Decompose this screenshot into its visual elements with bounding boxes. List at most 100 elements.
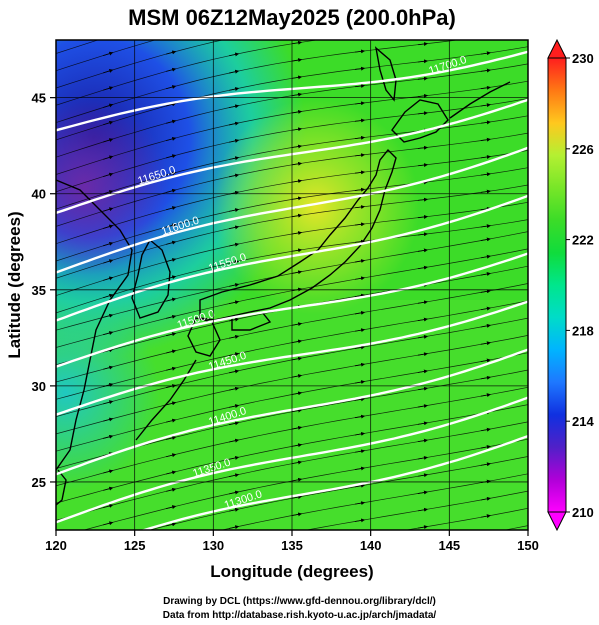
wind-arrow [103, 557, 112, 560]
wind-arrow [480, 120, 491, 125]
colorbar-extend-min [547, 511, 567, 532]
wind-arrow [103, 172, 114, 178]
wind-arrow [481, 35, 490, 36]
wind-arrow [291, 512, 303, 517]
wind-arrow [103, 574, 112, 577]
wind-arrow [417, 111, 428, 116]
wind-arrow [354, 170, 366, 175]
wind-arrow [480, 427, 491, 432]
y-tick-label: 45 [32, 91, 46, 106]
sakhalin-coast [374, 46, 397, 102]
y-axis: 25 30 35 40 45 [32, 91, 56, 490]
wind-arrow [480, 85, 491, 90]
y-tick-label: 25 [32, 475, 46, 490]
x-tick-label: 140 [360, 538, 382, 553]
wind-arrow [103, 469, 114, 474]
wind-arrow [480, 462, 491, 467]
wind-arrow [291, 127, 303, 132]
chart-title: MSM 06Z12May2025 (200.0hPa) [128, 5, 456, 30]
wind-arrow [354, 518, 366, 523]
ryukyu-islands [135, 359, 197, 441]
wind-arrow [103, 241, 114, 247]
wind-arrow [417, 369, 428, 374]
wind-arrow [417, 352, 428, 357]
wind-arrow [480, 237, 491, 242]
wind-arrow [417, 232, 428, 237]
wind-arrow [103, 224, 114, 229]
wind-arrow [228, 283, 240, 287]
wind-arrow [417, 490, 428, 495]
colorbar-label: 210 [572, 505, 594, 520]
wind-arrow [166, 206, 177, 211]
wind-arrow [228, 87, 240, 91]
wind-arrow [354, 49, 366, 54]
wind-arrow [291, 92, 303, 97]
coastlines [56, 46, 511, 506]
wind-arrow [103, 293, 114, 299]
wind-arrow [481, 1, 490, 2]
wind-arrow [354, 328, 366, 333]
wind-arrow [166, 154, 177, 159]
wind-arrow [103, 103, 114, 108]
wind-arrow [291, 248, 303, 253]
wind-arrow [103, 313, 114, 318]
wind-arrow [354, 362, 366, 367]
wind-arrow [103, 486, 114, 491]
wind-arrow [417, 317, 428, 322]
wind-arrow [480, 137, 491, 142]
colorbar-label: 230 [572, 51, 594, 66]
wind-arrow [229, 36, 238, 38]
wind-arrow [166, 297, 177, 302]
wind-arrow [166, 401, 177, 406]
wind-arrow [480, 375, 491, 380]
wind-arrow [166, 453, 177, 458]
wind-arrow [166, 593, 175, 595]
wind-arrow [228, 208, 240, 213]
wind-arrow [103, 434, 114, 439]
wind-arrow [228, 121, 240, 126]
wind-arrow [417, 93, 428, 98]
wind-arrow [354, 66, 366, 71]
wind-arrow [480, 444, 491, 449]
wind-arrow [480, 189, 491, 194]
wind-arrow [228, 334, 240, 339]
wind-arrow [291, 443, 303, 448]
wind-arrow [417, 421, 428, 426]
wind-arrow [228, 490, 240, 495]
wind-arrow [166, 541, 175, 543]
wind-arrow [417, 334, 428, 339]
wind-arrow [480, 341, 491, 346]
wind-arrow [354, 187, 366, 192]
wind-arrow [354, 380, 366, 385]
wind-arrow [228, 386, 240, 391]
colorbar-label: 226 [572, 142, 594, 157]
wind-arrow [166, 119, 177, 124]
wind-arrow [291, 339, 303, 344]
wind-arrow [166, 85, 177, 90]
wind-arrow [103, 365, 114, 370]
wind-arrow [166, 487, 177, 492]
wind-arrow [354, 431, 366, 436]
wind-arrow [166, 223, 177, 228]
wind-arrow [480, 68, 491, 73]
wind-arrow [417, 59, 428, 64]
wind-arrow [480, 103, 491, 108]
wind-arrow [480, 154, 491, 159]
wind-arrow [166, 275, 177, 280]
wind-arrow [291, 322, 303, 327]
wind-arrow [417, 507, 428, 512]
x-tick-label: 145 [438, 538, 460, 553]
wind-arrow [229, 2, 238, 4]
wind-arrow [417, 42, 428, 46]
wind-arrow [354, 397, 366, 402]
x-tick-label: 130 [202, 538, 224, 553]
wind-arrow [103, 51, 114, 56]
wind-arrow [228, 369, 240, 374]
wind-arrow [228, 138, 240, 143]
wind-arrow [291, 213, 303, 218]
wind-arrow [166, 558, 175, 560]
wind-arrow [417, 404, 428, 409]
wind-arrow [480, 306, 491, 311]
wind-arrow [291, 40, 303, 45]
